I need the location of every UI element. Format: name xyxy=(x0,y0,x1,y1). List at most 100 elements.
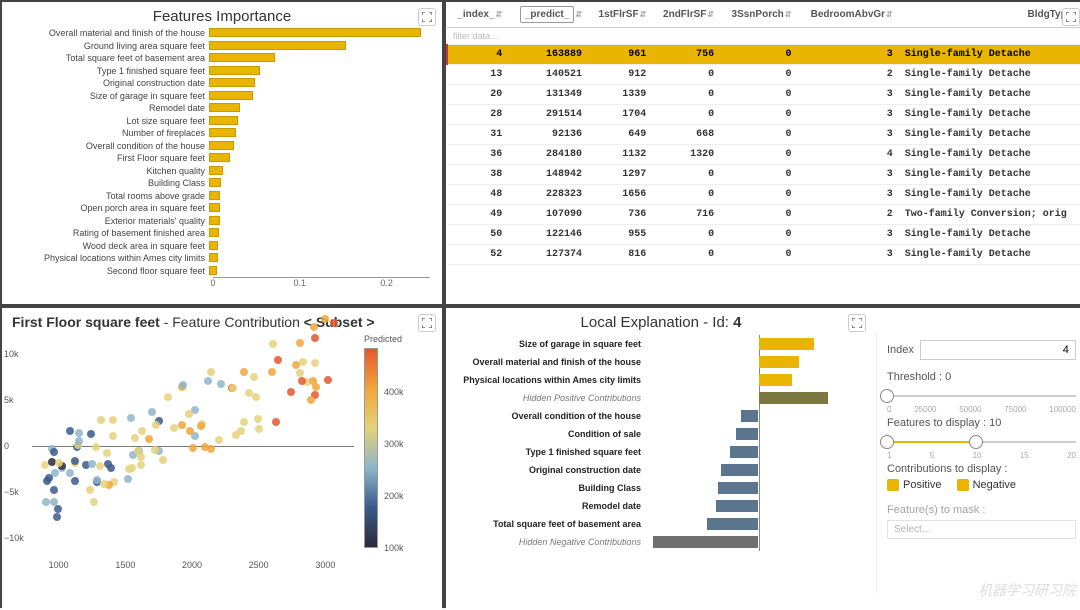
scatter-point[interactable] xyxy=(287,388,295,396)
contribution-bar[interactable] xyxy=(716,500,758,512)
contribution-bar[interactable] xyxy=(707,518,758,530)
scatter-point[interactable] xyxy=(50,486,58,494)
scatter-point[interactable] xyxy=(88,460,96,468)
table-row[interactable]: 13140521912002Single-family Detache xyxy=(447,65,1080,85)
scatter-point[interactable] xyxy=(127,414,135,422)
scatter-point[interactable] xyxy=(178,421,186,429)
scatter-point[interactable] xyxy=(66,427,74,435)
threshold-slider[interactable]: 0250005000075000100000 xyxy=(887,387,1076,407)
scatter-point[interactable] xyxy=(252,393,260,401)
scatter-point[interactable] xyxy=(103,449,111,457)
expand-icon[interactable] xyxy=(848,314,866,332)
positive-checkbox[interactable]: Positive xyxy=(887,479,942,491)
table-row[interactable]: 201313491339003Single-family Detache xyxy=(447,85,1080,105)
feature-bar[interactable] xyxy=(209,166,223,175)
feature-bar[interactable] xyxy=(209,266,217,275)
scatter-point[interactable] xyxy=(311,359,319,367)
scatter-point[interactable] xyxy=(109,416,117,424)
scatter-point[interactable] xyxy=(145,435,153,443)
scatter-point[interactable] xyxy=(189,444,197,452)
scatter-point[interactable] xyxy=(86,486,94,494)
table-row[interactable]: 319213664966803Single-family Detache xyxy=(447,125,1080,145)
feature-bar[interactable] xyxy=(209,91,253,100)
feature-bar[interactable] xyxy=(209,66,260,75)
contribution-bar[interactable] xyxy=(736,428,758,440)
feature-bar[interactable] xyxy=(209,178,221,187)
scatter-point[interactable] xyxy=(324,376,332,384)
scatter-point[interactable] xyxy=(296,369,304,377)
negative-checkbox[interactable]: Negative xyxy=(957,479,1016,491)
scatter-point[interactable] xyxy=(240,418,248,426)
scatter-point[interactable] xyxy=(217,380,225,388)
expand-icon[interactable] xyxy=(1062,8,1080,26)
scatter-point[interactable] xyxy=(128,464,136,472)
feature-bar[interactable] xyxy=(209,78,255,87)
scatter-point[interactable] xyxy=(321,315,329,323)
feature-bar[interactable] xyxy=(209,203,220,212)
contribution-bar[interactable] xyxy=(759,374,792,386)
data-table[interactable]: _index_⇵_predict_⇵1stFlrSF⇵2ndFlrSF⇵3Ssn… xyxy=(446,2,1080,265)
scatter-point[interactable] xyxy=(186,427,194,435)
scatter-point[interactable] xyxy=(50,448,58,456)
scatter-point[interactable] xyxy=(71,457,79,465)
scatter-point[interactable] xyxy=(269,340,277,348)
scatter-point[interactable] xyxy=(124,475,132,483)
local-explanation-chart[interactable]: Size of garage in square feetOverall mat… xyxy=(446,333,876,593)
scatter-point[interactable] xyxy=(197,422,205,430)
feature-bar[interactable] xyxy=(209,216,220,225)
table-row[interactable]: 282915141704003Single-family Detache xyxy=(447,105,1080,125)
expand-icon[interactable] xyxy=(418,314,436,332)
scatter-point[interactable] xyxy=(164,393,172,401)
scatter-point[interactable] xyxy=(312,383,320,391)
mask-select[interactable] xyxy=(887,520,1076,539)
column-header[interactable]: 3SsnPorch⇵ xyxy=(720,2,797,28)
scatter-point[interactable] xyxy=(93,476,101,484)
column-header[interactable]: 1stFlrSF⇵ xyxy=(588,2,652,28)
scatter-point[interactable] xyxy=(97,416,105,424)
scatter-point[interactable] xyxy=(137,461,145,469)
table-row[interactable]: 482283231656003Single-family Detache xyxy=(447,185,1080,205)
scatter-point[interactable] xyxy=(45,474,53,482)
feature-bar[interactable] xyxy=(209,153,230,162)
scatter-point[interactable] xyxy=(185,410,193,418)
feature-bar[interactable] xyxy=(209,116,238,125)
scatter-point[interactable] xyxy=(296,339,304,347)
table-row[interactable]: 52127374816003Single-family Detache xyxy=(447,245,1080,265)
scatter-point[interactable] xyxy=(311,334,319,342)
scatter-point[interactable] xyxy=(71,477,79,485)
scatter-point[interactable] xyxy=(207,445,215,453)
feature-bar[interactable] xyxy=(209,241,218,250)
scatter-point[interactable] xyxy=(204,377,212,385)
scatter-point[interactable] xyxy=(310,323,318,331)
scatter-point[interactable] xyxy=(240,368,248,376)
contribution-bar[interactable] xyxy=(653,536,759,548)
column-header[interactable]: 2ndFlrSF⇵ xyxy=(652,2,720,28)
scatter-point[interactable] xyxy=(179,381,187,389)
column-header[interactable]: BldgType⇵ xyxy=(899,2,1080,28)
scatter-point[interactable] xyxy=(152,421,160,429)
features-display-slider[interactable]: 15101520 xyxy=(887,433,1076,453)
scatter-point[interactable] xyxy=(255,425,263,433)
expand-icon[interactable] xyxy=(418,8,436,26)
scatter-point[interactable] xyxy=(137,453,145,461)
scatter-point[interactable] xyxy=(215,436,223,444)
contribution-bar[interactable] xyxy=(730,446,759,458)
scatter-point[interactable] xyxy=(92,443,100,451)
scatter-point[interactable] xyxy=(42,498,50,506)
contribution-bar[interactable] xyxy=(759,356,799,368)
table-row[interactable]: 362841801132132004Single-family Detache xyxy=(447,145,1080,165)
table-row[interactable]: 4910709073671602Two-family Conversion; o… xyxy=(447,205,1080,225)
column-header[interactable]: _index_⇵ xyxy=(447,2,508,28)
scatter-point[interactable] xyxy=(55,459,63,467)
scatter-point[interactable] xyxy=(237,427,245,435)
scatter-point[interactable] xyxy=(274,356,282,364)
table-row[interactable]: 381489421297003Single-family Detache xyxy=(447,165,1080,185)
column-header[interactable]: BedroomAbvGr⇵ xyxy=(797,2,898,28)
scatter-point[interactable] xyxy=(272,418,280,426)
scatter-point[interactable] xyxy=(131,434,139,442)
scatter-point[interactable] xyxy=(87,430,95,438)
scatter-chart[interactable]: −10k−5k05k10k10001500200025003000Predict… xyxy=(32,336,434,566)
feature-importance-chart[interactable]: Overall material and finish of the house… xyxy=(2,27,442,304)
feature-bar[interactable] xyxy=(209,28,421,37)
scatter-point[interactable] xyxy=(107,464,115,472)
